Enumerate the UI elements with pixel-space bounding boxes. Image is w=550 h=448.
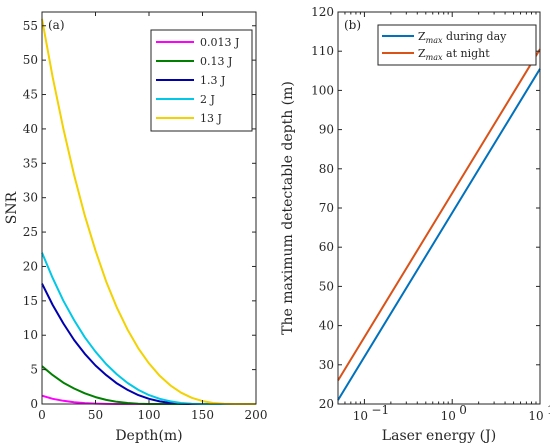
y-tick-label-b-9: 110	[311, 44, 334, 58]
y-tick-label-b-0: 20	[319, 397, 334, 411]
y-tick-label-a-1: 5	[30, 363, 38, 377]
y-tick-label-b-8: 100	[311, 83, 334, 97]
x-tick-exponent-b-2: 1	[547, 403, 550, 417]
plot-frame-b	[337, 11, 541, 405]
y-tick-label-a-10: 50	[23, 53, 38, 67]
y-tick-label-b-3: 50	[319, 279, 334, 293]
x-tick-label-a-0: 0	[38, 408, 46, 422]
x-tick-label-a-1: 50	[88, 408, 103, 422]
series-line-2	[41, 283, 256, 405]
series-line-b-0	[337, 68, 541, 401]
series-line-3	[41, 252, 256, 405]
legend-a: 0.013 J 0.13 J 1.3 J 2 J 13 J	[150, 29, 253, 132]
x-axis-label-b: Laser energy (J)	[382, 428, 496, 444]
y-tick-label-b-6: 80	[319, 162, 334, 176]
legend-label-a-3: 2 J	[200, 93, 215, 106]
x-tick-exponent-b-0: −1	[371, 403, 389, 417]
y-tick-label-a-3: 15	[23, 294, 38, 308]
legend-b: Zmax during day Zmax at night	[377, 24, 537, 66]
y-tick-label-a-4: 20	[23, 259, 38, 273]
y-axis-label-b: The maximum detectable depth (m)	[280, 81, 296, 335]
x-tick-label-a-3: 150	[191, 408, 214, 422]
legend-box-b	[377, 24, 537, 66]
x-tick-label-b-1: 10	[441, 409, 456, 423]
x-tick-exponent-b-1: 0	[459, 403, 467, 417]
x-tick-label-a-4: 200	[245, 408, 268, 422]
y-axis-label-a: SNR	[4, 191, 20, 224]
y-tick-label-a-5: 25	[23, 225, 38, 239]
panel-a-snr-vs-depth: 0 50 100 150 200 0 5 10 15 20 25 30 35 40 45 50 55 Depth(…	[4, 11, 268, 444]
panel-label-b: (b)	[344, 18, 361, 32]
x-tick-label-b-0: 10	[353, 409, 368, 423]
y-tick-label-a-2: 10	[23, 328, 38, 342]
legend-label-a-2: 1.3 J	[200, 74, 225, 87]
y-tick-label-a-7: 35	[23, 156, 38, 170]
y-tick-label-b-7: 90	[319, 123, 334, 137]
y-tick-label-a-11: 55	[23, 19, 38, 33]
series-line-b-1	[337, 48, 541, 382]
y-tick-label-a-0: 0	[30, 397, 38, 411]
legend-label-b-0: Zmax during day	[418, 30, 507, 45]
y-tick-label-a-6: 30	[23, 191, 38, 205]
y-tick-label-b-4: 60	[319, 240, 334, 254]
panel-label-a: (a)	[48, 18, 65, 32]
panel-b-max-depth-vs-energy: 10−11001012030405060708090100110120Laser…	[280, 5, 550, 444]
y-tick-label-b-1: 30	[319, 358, 334, 372]
y-tick-label-a-9: 45	[23, 88, 38, 102]
legend-label-a-4: 13 J	[200, 112, 222, 125]
legend-label-b-1: Zmax at night	[418, 47, 490, 62]
x-tick-label-a-2: 100	[138, 408, 161, 422]
x-tick-label-b-2: 10	[528, 409, 543, 423]
y-tick-label-a-8: 40	[23, 122, 38, 136]
y-tick-label-b-2: 40	[319, 319, 334, 333]
y-tick-label-b-5: 70	[319, 201, 334, 215]
x-axis-label-a: Depth(m)	[115, 428, 182, 444]
legend-label-a-1: 0.13 J	[200, 55, 232, 68]
legend-label-a-0: 0.013 J	[200, 36, 239, 49]
y-tick-label-b-10: 120	[311, 5, 334, 19]
